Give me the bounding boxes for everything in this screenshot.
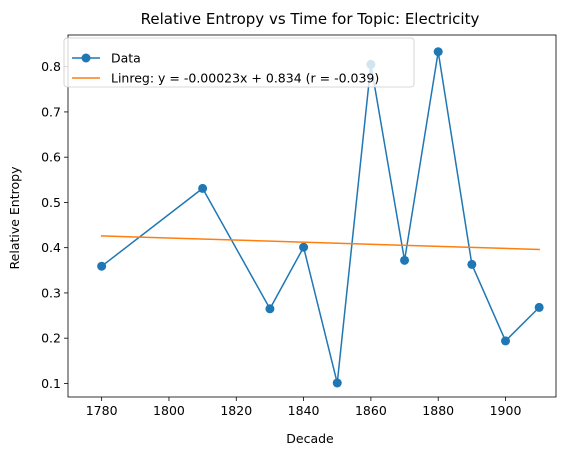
y-tick-label: 0.2 (41, 331, 61, 346)
legend-regression-label: Linreg: y = -0.00023x + 0.834 (r = -0.03… (111, 71, 379, 86)
data-point (501, 336, 511, 346)
x-tick-label: 1860 (355, 403, 387, 418)
data-point (400, 255, 410, 265)
data-point (97, 261, 107, 271)
x-tick-label: 1880 (422, 403, 454, 418)
y-tick-label: 0.3 (41, 285, 61, 300)
x-tick-label: 1900 (490, 403, 522, 418)
data-point (198, 183, 208, 193)
x-tick-label: 1800 (153, 403, 185, 418)
regression-line (100, 235, 540, 251)
data-point (467, 259, 477, 269)
chart-title: Relative Entropy vs Time for Topic: Elec… (141, 10, 480, 28)
legend-data-label: Data (111, 51, 141, 66)
x-axis-label: Decade (286, 431, 334, 446)
plot-area: 1780 1800 1820 1840 1860 1880 1900 0.1 0.2 0.3 0.4… (41, 34, 557, 418)
x-tick-label: 1820 (220, 403, 252, 418)
y-axis-label: Relative Entropy (7, 166, 22, 270)
data-point (332, 378, 342, 388)
data-point (265, 304, 275, 314)
legend: Data Linreg: y = -0.00023x + 0.834 (r = -… (63, 37, 415, 88)
legend-data-marker (81, 53, 91, 63)
y-tick-label: 0.6 (41, 150, 61, 165)
y-tick-label: 0.7 (41, 104, 61, 119)
y-tick-label: 0.5 (41, 195, 61, 210)
data-point (433, 47, 443, 57)
data-series-line (100, 50, 541, 384)
y-tick-label: 0.4 (41, 240, 61, 255)
legend-box (63, 37, 415, 88)
x-tick-label: 1840 (288, 403, 320, 418)
y-tick-label: 0.1 (41, 376, 61, 391)
y-tick-label: 0.8 (41, 59, 61, 74)
data-point (299, 242, 309, 252)
plot-frame (67, 34, 557, 398)
data-point (534, 302, 544, 312)
x-tick-label: 1780 (86, 403, 118, 418)
